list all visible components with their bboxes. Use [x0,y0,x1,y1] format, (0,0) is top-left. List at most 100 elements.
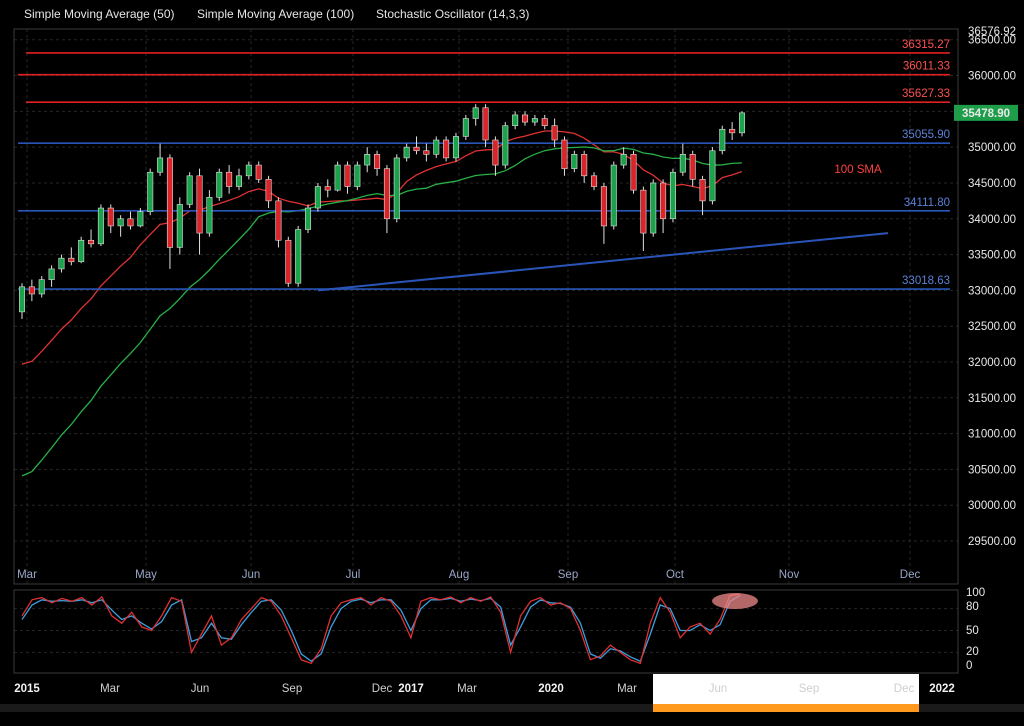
navigator-label: Dec [894,683,915,695]
candle-body [610,164,617,227]
candle-body [344,164,351,187]
candle-body [413,146,420,152]
candle [561,136,568,176]
candle [512,111,519,130]
candle [88,229,95,248]
candle-body [68,257,75,263]
candle-body [522,114,529,123]
candle-body [512,114,519,126]
candle-body [107,207,114,227]
candle [738,111,746,137]
y-tick-label: 33000.00 [968,285,1016,297]
candle-body [137,211,144,227]
navigator-footer [0,712,1024,726]
candle [452,132,459,162]
navigator-scroll-thumb [653,704,919,712]
candle [314,182,321,212]
y-tick-label: 32500.00 [968,321,1016,333]
stoch-tick-label: 0 [966,660,972,672]
candle-body [709,150,716,202]
candle [443,136,450,162]
candle [709,147,716,205]
candle [176,197,183,255]
candle-body [127,218,134,227]
x-month-label: Oct [666,569,685,581]
candle-body [423,150,430,155]
candle [196,168,203,255]
candle-body [699,179,706,202]
candle [679,143,686,176]
candle-body [18,286,26,313]
candle [522,111,529,126]
candle-body [660,182,667,220]
y-tick-label: 33500.00 [968,250,1016,262]
candle-body [630,154,637,191]
y-tick-label: 34500.00 [968,178,1016,190]
candle [403,143,410,162]
candle-body [541,118,548,126]
candle-body [88,239,95,245]
navigator-scroll-track [0,704,1024,712]
x-month-label: Mar [17,569,37,581]
candle-body [650,182,657,234]
candle-body [679,154,686,173]
candle [334,161,341,192]
trendline-group [317,232,889,292]
candle [245,161,252,180]
x-month-label: Nov [779,569,800,581]
y-tick-label: 31500.00 [968,393,1016,405]
candle [383,165,390,234]
candle [206,190,213,237]
candle-body [226,171,233,187]
candle-body [462,118,469,137]
y-tick-label: 29500.00 [968,536,1016,548]
annotation-100-sma: 100 SMA [834,164,882,176]
candle-body [472,107,479,119]
candle-body [452,136,459,159]
candle-body [324,186,331,191]
candle [216,168,223,201]
last-price-tag [954,104,1018,121]
navigator-label: Mar [457,683,477,695]
legend-sma50[interactable]: Simple Moving Average (50) [24,7,175,21]
legend-stochastic[interactable]: Stochastic Oscillator (14,3,3) [376,7,530,21]
candle [600,182,607,244]
level-label-35627.33: 35627.33 [902,88,950,100]
candle [78,236,85,264]
candle [324,179,331,198]
candle [97,204,104,246]
candle-body [216,171,223,198]
candle [423,143,430,162]
candle [48,265,55,287]
candle [531,114,538,126]
y-axis: 36576.9236500.0036000.0035500.0035000.00… [954,26,1018,548]
x-month-label: Jun [242,569,261,581]
stoch-tick-label: 100 [966,587,985,599]
candle [166,154,173,269]
candle-body [117,218,124,227]
candle [295,225,302,287]
navigator-label: 2017 [398,683,424,695]
candlestick-series [18,104,746,320]
candle-body [492,139,499,166]
navigator[interactable]: 2015 Mar Jun Sep Dec 2017 Mar 2020 Mar Jun Sep Dec 2… [0,674,1024,726]
candle [18,283,26,320]
navigator-label: Sep [282,683,302,695]
legend-sma100[interactable]: Simple Moving Average (100) [197,7,355,21]
navigator-label: 2022 [929,683,955,695]
candle-body [157,157,164,173]
candle [157,143,164,176]
candle-body [295,229,302,284]
candle [364,147,371,173]
navigator-right [919,674,1024,704]
candle [482,104,489,148]
candle [186,172,193,209]
level-label-36011.33: 36011.33 [903,61,950,73]
candle-body [443,139,450,159]
candle [699,175,706,216]
candle [393,154,400,223]
candle [137,208,144,228]
candle [147,168,154,216]
candle [620,147,627,169]
